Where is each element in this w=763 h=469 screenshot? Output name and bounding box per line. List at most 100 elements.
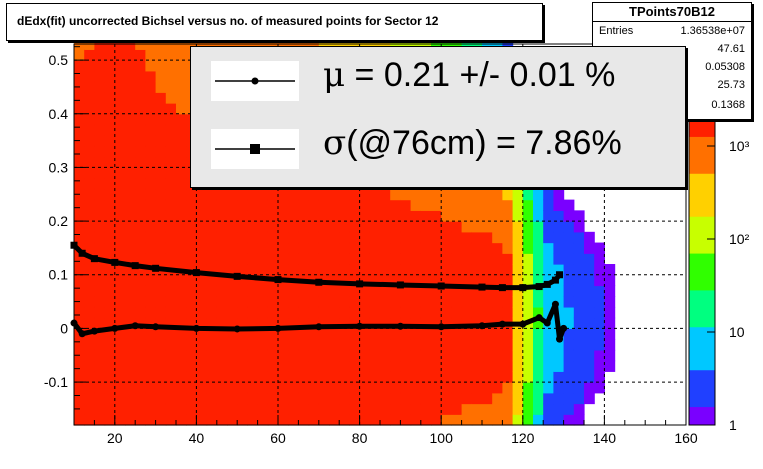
- heatmap-cell: [410, 382, 422, 394]
- heatmap-cell: [329, 306, 340, 319]
- heatmap-cell: [298, 328, 310, 340]
- heatmap-cell: [145, 178, 157, 190]
- data-point-square: [556, 271, 564, 279]
- heatmap-cell: [451, 274, 463, 287]
- heatmap-cell: [543, 242, 554, 254]
- colorbar-segment: [689, 265, 715, 272]
- heatmap-cell: [604, 349, 616, 362]
- heatmap-cell: [257, 264, 269, 276]
- heatmap-cell: [114, 113, 126, 126]
- heatmap-cell: [461, 392, 473, 405]
- heatmap-cell: [441, 382, 452, 394]
- heatmap-cell: [308, 253, 320, 265]
- heatmap-cell: [461, 221, 473, 233]
- heatmap-cell: [512, 392, 524, 405]
- colorbar-segment: [689, 302, 715, 309]
- heatmap-cell: [135, 242, 146, 254]
- heatmap-cell: [247, 253, 259, 265]
- colorbar-segment: [689, 154, 715, 162]
- heatmap-cell: [533, 317, 544, 330]
- heatmap-cell: [390, 392, 401, 405]
- data-point-square: [78, 249, 86, 257]
- heatmap-cell: [125, 392, 136, 405]
- heatmap-cell: [573, 285, 585, 297]
- heatmap-cell: [176, 178, 187, 190]
- heatmap-cell: [573, 382, 585, 394]
- heatmap-cell: [104, 253, 116, 265]
- heatmap-cell: [431, 296, 442, 308]
- stats-row: 0.1368: [599, 99, 745, 115]
- heatmap-cell: [165, 49, 177, 61]
- heatmap-cell: [176, 113, 187, 126]
- heatmap-cell: [431, 221, 442, 233]
- x-tick-label: 60: [270, 430, 286, 446]
- heatmap-cell: [165, 274, 177, 287]
- heatmap-cell: [237, 349, 248, 362]
- heatmap-cell: [533, 392, 544, 405]
- heatmap-cell: [492, 360, 503, 372]
- heatmap-cell: [400, 339, 412, 351]
- heatmap-cell: [451, 231, 463, 244]
- heatmap-cell: [400, 253, 412, 265]
- heatmap-cell: [553, 339, 565, 351]
- data-point-circle: [396, 322, 404, 330]
- heatmap-cell: [573, 414, 585, 426]
- stats-name: TPoints70B12: [593, 3, 751, 22]
- heatmap-cell: [125, 274, 136, 287]
- heatmap-cell: [104, 113, 116, 126]
- heatmap-cell: [339, 253, 350, 265]
- heatmap-cell: [176, 392, 187, 405]
- heatmap-cell: [451, 317, 463, 330]
- heatmap-cell: [165, 403, 177, 415]
- heatmap-cell: [247, 317, 259, 330]
- heatmap-cell: [84, 124, 95, 136]
- heatmap-cell: [380, 210, 391, 222]
- heatmap-cell: [165, 167, 177, 179]
- heatmap-cell: [114, 360, 126, 372]
- data-point-circle: [192, 324, 200, 332]
- heatmap-cell: [584, 328, 595, 340]
- heatmap-cell: [94, 285, 106, 297]
- heatmap-cell: [145, 103, 157, 115]
- heatmap-cell: [431, 231, 442, 244]
- heatmap-cell: [553, 253, 565, 265]
- heatmap-cell: [145, 135, 157, 147]
- heatmap-cell: [196, 199, 208, 211]
- heatmap-cell: [584, 349, 595, 362]
- heatmap-cell: [176, 92, 187, 104]
- heatmap-cell: [94, 414, 106, 426]
- heatmap-cell: [482, 349, 493, 362]
- heatmap-cell: [94, 81, 106, 93]
- heatmap-cell: [573, 349, 585, 362]
- heatmap-cell: [482, 285, 493, 297]
- heatmap-cell: [298, 349, 310, 362]
- heatmap-cell: [155, 199, 167, 211]
- heatmap-cell: [380, 317, 391, 330]
- heatmap-cell: [533, 285, 544, 297]
- heatmap-cell: [339, 382, 350, 394]
- heatmap-cell: [104, 81, 116, 93]
- heatmap-cell: [135, 70, 146, 83]
- heatmap-cell: [400, 328, 412, 340]
- heatmap-cell: [584, 242, 595, 254]
- heatmap-cell: [125, 199, 136, 211]
- heatmap-cell: [359, 414, 371, 426]
- heatmap-cell: [594, 285, 605, 297]
- heatmap-cell: [329, 414, 340, 426]
- heatmap-cell: [543, 285, 554, 297]
- heatmap-cell: [482, 188, 493, 201]
- heatmap-cell: [502, 339, 514, 351]
- heatmap-cell: [329, 360, 340, 372]
- heatmap-cell: [318, 221, 330, 233]
- heatmap-cell: [155, 242, 167, 254]
- heatmap-cell: [349, 199, 361, 211]
- legend-entry-sigma: σ(@76cm) = 7.86%: [205, 121, 675, 181]
- heatmap-cell: [461, 371, 473, 383]
- data-point-circle: [519, 320, 527, 328]
- heatmap-cell: [390, 274, 401, 287]
- heatmap-cell: [604, 285, 616, 297]
- data-point-square: [478, 283, 486, 291]
- heatmap-cell: [176, 60, 187, 72]
- heatmap-cell: [492, 231, 503, 244]
- colorbar-segment: [689, 203, 715, 211]
